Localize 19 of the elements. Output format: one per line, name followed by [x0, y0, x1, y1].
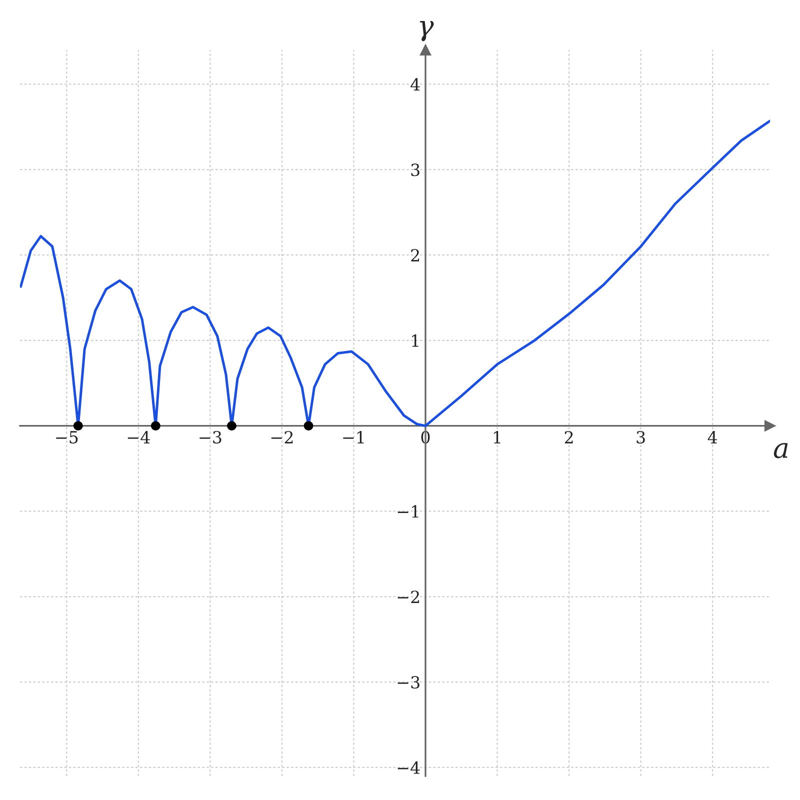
y-tick-label: 1 — [412, 334, 418, 347]
y-tick-label: −3 — [398, 676, 420, 689]
x-tick-label: 2 — [564, 430, 573, 444]
y-axis-title: γ — [420, 21, 434, 42]
x-tick-label: 3 — [636, 430, 645, 444]
y-tick-label: 4 — [410, 78, 420, 90]
x-axis-title: a — [774, 442, 788, 458]
y-tick-label: −2 — [398, 590, 420, 603]
y-tick-label: −1 — [398, 505, 418, 518]
x-tick-label: −1 — [343, 430, 364, 444]
x-tick-label: −4 — [128, 430, 150, 444]
x-tick-label: −2 — [271, 430, 293, 444]
y-tick-label: −4 — [398, 761, 420, 774]
x-tick-label: −3 — [200, 430, 222, 444]
x-tick-label: −5 — [56, 431, 78, 444]
y-tick-label: 3 — [411, 164, 420, 176]
x-tick-label: 4 — [708, 430, 718, 444]
y-tick-label: 2 — [411, 248, 420, 262]
x-tick-label: 1 — [494, 430, 500, 444]
